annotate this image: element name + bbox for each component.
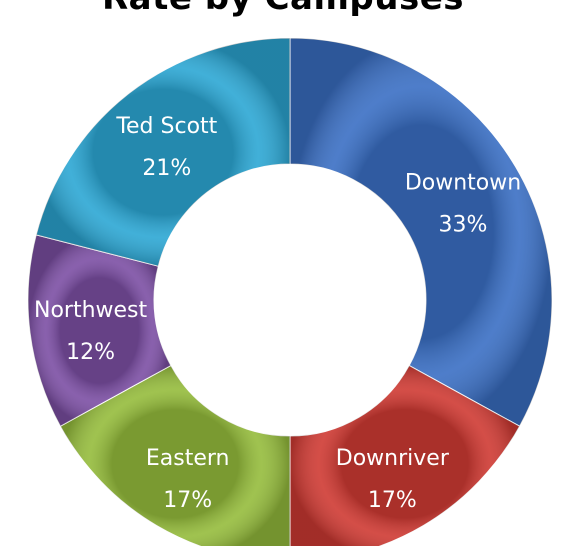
slice-shading bbox=[28, 234, 171, 427]
slice-shading bbox=[290, 365, 520, 546]
slice-shading bbox=[60, 365, 290, 546]
labels-layer: Downtown 33% Downriver 17% Eastern 17% Northwe… bbox=[34, 114, 521, 513]
slice-percent-label: 17% bbox=[163, 488, 212, 513]
slice-shading bbox=[290, 38, 552, 427]
slice-percent-label: 17% bbox=[368, 488, 417, 513]
slices-layer bbox=[27, 37, 553, 546]
slice-shading bbox=[36, 38, 290, 267]
slice-name-label: Northwest bbox=[34, 298, 148, 323]
slice-name-label: Downtown bbox=[405, 171, 521, 196]
chart-title: Rate by Campuses bbox=[0, 0, 566, 18]
slice-percent-label: 21% bbox=[142, 156, 191, 181]
slice-name-label: Ted Scott bbox=[115, 114, 217, 139]
slice-percent-label: 12% bbox=[66, 340, 115, 365]
slice-name-label: Downriver bbox=[336, 446, 450, 471]
slice-percent-label: 33% bbox=[439, 213, 488, 238]
slice-name-label: Eastern bbox=[146, 446, 230, 471]
